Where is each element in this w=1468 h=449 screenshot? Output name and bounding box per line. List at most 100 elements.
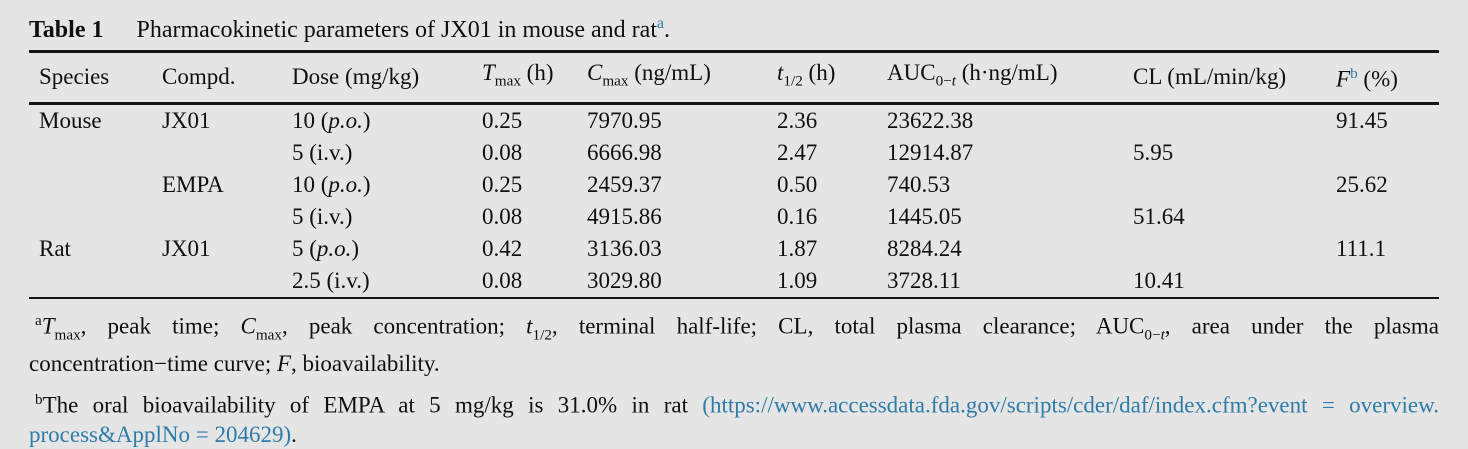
table-caption: Table 1 Pharmacokinetic parameters of JX0… (29, 8, 1439, 46)
text-segment: 1.09 (777, 267, 818, 293)
text-segment: 0.50 (777, 171, 818, 197)
footnotes: aTmax, peak time; Cmax, peak concentrati… (29, 306, 1439, 449)
journal-table-figure: Table 1 Pharmacokinetic parameters of JX0… (29, 8, 1439, 447)
table-cell: 91.45 (1326, 103, 1439, 137)
text-segment: ) (362, 171, 371, 197)
table-row: 5 (i.v.) 0.08 6666.98 2.47 12914.87 5.95 (29, 137, 1439, 169)
table-cell: 10 (p.o.) (282, 103, 472, 137)
table-cell: 5 (i.v.) (282, 201, 472, 233)
table-row: 5 (i.v.) 0.08 4915.86 0.16 1445.05 51.64 (29, 201, 1439, 233)
text-segment: , peak time; (80, 313, 241, 339)
text-segment: 1/2 (532, 325, 552, 343)
column-header-compound: Compd. (152, 52, 282, 104)
text-segment: , terminal half-life; CL, total plasma c… (551, 313, 1145, 339)
table-cell (1326, 265, 1439, 298)
text-segment: (h) (520, 60, 554, 85)
text-segment: AUC (887, 60, 936, 85)
table-cell: 23622.38 (877, 103, 1123, 137)
table-cell: 1445.05 (877, 201, 1123, 233)
table-cell: 6666.98 (577, 137, 767, 169)
table-cell: 0.08 (472, 265, 577, 298)
text-segment: (%) (1357, 67, 1398, 93)
text-segment: 3136.03 (587, 235, 662, 261)
footnote-a-superscript: a (35, 311, 42, 329)
table-cell: 25.62 (1326, 169, 1439, 201)
table-row: Rat JX01 5 (p.o.) 0.42 3136.03 1.87 8284… (29, 233, 1439, 265)
footnote-line: aTmax, peak time; Cmax, peak concentrati… (29, 306, 1439, 349)
text-segment: 5 (i.v.) (292, 203, 353, 229)
table-cell: 0.50 (767, 169, 877, 201)
table-cell (29, 137, 152, 169)
table-cell (29, 169, 152, 201)
text-segment: 740.53 (887, 171, 951, 197)
header-row: Species Compd. Dose (mg/kg) Tmax (h) Cma… (29, 52, 1439, 104)
table-cell (1326, 137, 1439, 169)
table-cell: 2.36 (767, 103, 877, 137)
text-segment: ) (351, 235, 360, 261)
table-cell: 3136.03 (577, 233, 767, 265)
text-segment: (h·ng/mL) (955, 60, 1058, 85)
text-segment: 8284.24 (887, 235, 962, 261)
text-segment: T (482, 60, 495, 85)
text-segment: 51.64 (1133, 203, 1185, 229)
text-segment: 0− (935, 72, 952, 90)
column-header-thalf: t1/2 (h) (767, 52, 877, 104)
fda-url-link[interactable]: (https://www.accessdata.fda.gov/scripts/… (702, 392, 1439, 418)
table-cell: 740.53 (877, 169, 1123, 201)
text-segment: 10 ( (292, 171, 329, 197)
table-cell (152, 265, 282, 298)
table-cell: 2.5 (i.v.) (282, 265, 472, 298)
table-row: EMPA 10 (p.o.) 0.25 2459.37 0.50 740.53 … (29, 169, 1439, 201)
text-segment: (ng/mL) (628, 60, 711, 85)
text-segment: 3029.80 (587, 267, 662, 293)
table-cell: 1.09 (767, 265, 877, 298)
text-segment: 2459.37 (587, 171, 662, 197)
text-segment: Rat (39, 235, 71, 261)
text-segment: 5 (i.v.) (292, 139, 353, 165)
text-segment: 10.41 (1133, 267, 1185, 293)
text-segment: , bioavailability. (291, 350, 440, 376)
text-segment: , peak concentration; (281, 313, 527, 339)
text-segment: 2.47 (777, 139, 818, 165)
text-segment: 1445.05 (887, 203, 962, 229)
text-segment: T (41, 313, 55, 339)
text-segment: F (276, 350, 292, 376)
text-segment: . (664, 17, 671, 43)
text-segment: 1.87 (777, 235, 818, 261)
table-cell: JX01 (152, 233, 282, 265)
text-segment: p.o. (328, 171, 363, 197)
table-cell: 2459.37 (577, 169, 767, 201)
footnote-a: aTmax, peak time; Cmax, peak concentrati… (29, 306, 1439, 378)
column-header-dose: Dose (mg/kg) (282, 52, 472, 104)
table-cell: 111.1 (1326, 233, 1439, 265)
text-segment: C (240, 313, 256, 339)
table-cell (1123, 103, 1326, 137)
table-cell: 0.08 (472, 137, 577, 169)
text-segment: , area under the plasma (1164, 313, 1439, 339)
text-segment: Species (39, 64, 110, 90)
table-cell: 1.87 (767, 233, 877, 265)
table-cell: 2.47 (767, 137, 877, 169)
footnote-line: concentration−time curve; F, bioavailabi… (29, 349, 1439, 378)
text-segment: 12914.87 (887, 139, 974, 165)
table-cell: 51.64 (1123, 201, 1326, 233)
table-cell: Mouse (29, 103, 152, 137)
table-cell: JX01 (152, 103, 282, 137)
column-header-cmax: Cmax (ng/mL) (577, 52, 767, 104)
text-segment: 10 ( (292, 107, 329, 133)
table-cell: 0.16 (767, 201, 877, 233)
fda-url-link[interactable]: process&ApplNo = 204629) (29, 421, 292, 447)
text-segment: C (587, 60, 603, 85)
table-cell: 0.08 (472, 201, 577, 233)
pharmacokinetics-table: Species Compd. Dose (mg/kg) Tmax (h) Cma… (29, 50, 1439, 299)
text-segment: 5.95 (1133, 139, 1174, 165)
text-segment: 2.36 (777, 107, 818, 133)
text-segment: 0− (1144, 325, 1161, 343)
table-cell: 10.41 (1123, 265, 1326, 298)
text-segment: t (526, 313, 533, 339)
text-segment: t (1160, 325, 1165, 343)
table-cell: 8284.24 (877, 233, 1123, 265)
table-cell: 3029.80 (577, 265, 767, 298)
table-cell: Rat (29, 233, 152, 265)
table-cell (152, 201, 282, 233)
